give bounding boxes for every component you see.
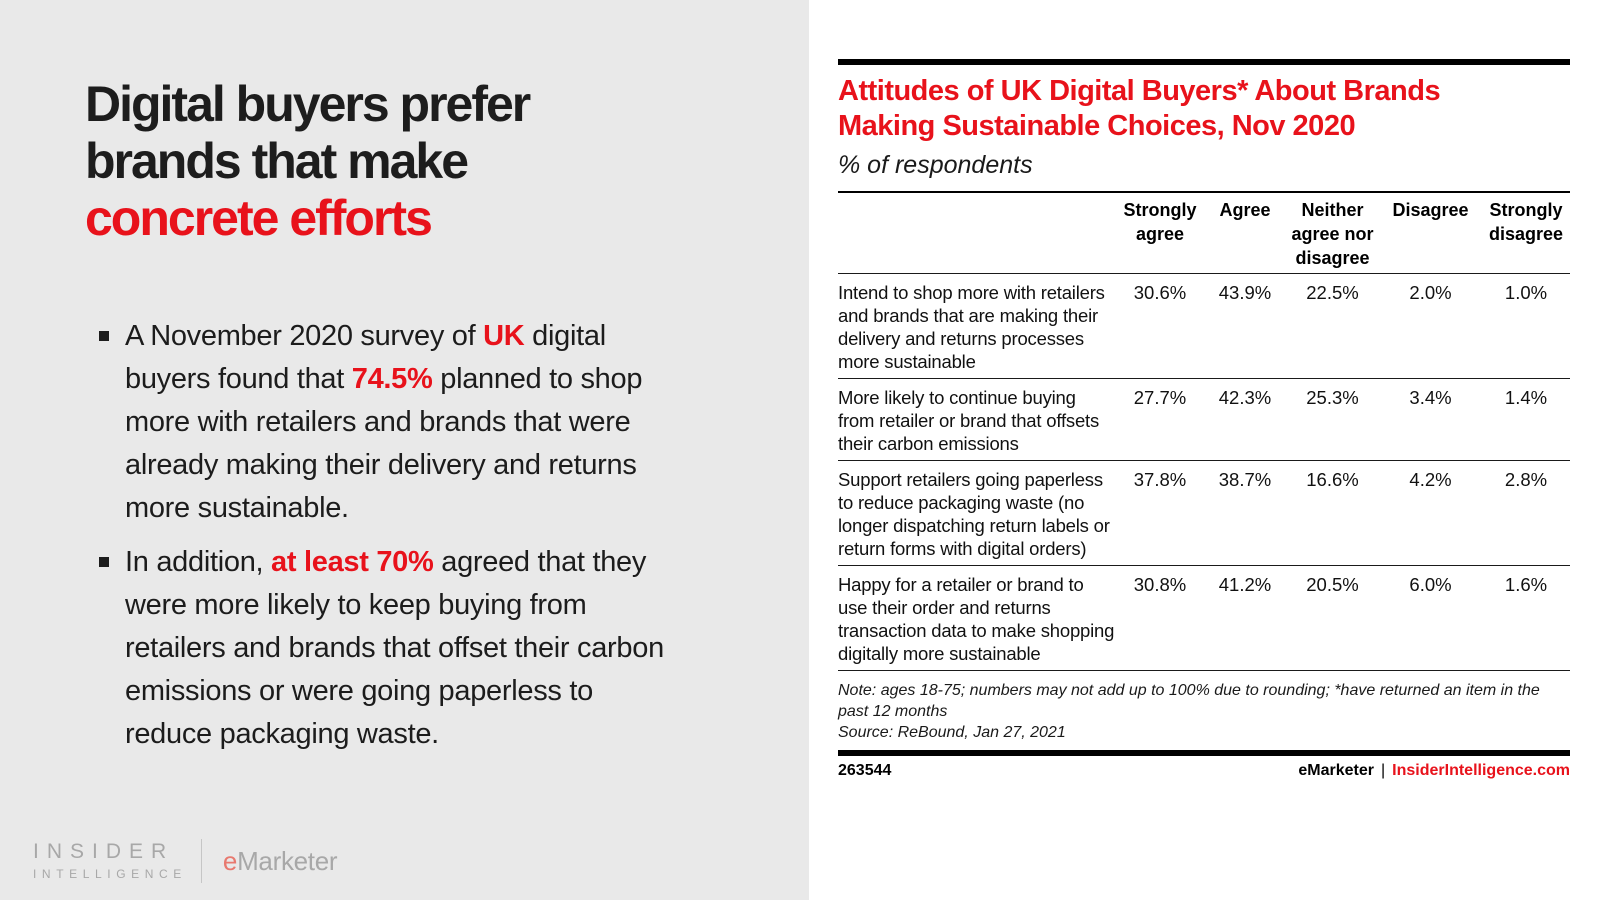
value-cell: 30.6% [1116, 273, 1204, 379]
value-cell: 25.3% [1286, 378, 1379, 461]
value-cell: 4.2% [1379, 460, 1482, 566]
header-disagree: Disagree [1392, 200, 1469, 220]
emarketer-chart: Attitudes of UK Digital Buyers* About Br… [838, 59, 1570, 780]
header-agree: Agree [1219, 200, 1271, 220]
insider-intelligence-logo: INSIDER INTELLIGENCE [33, 840, 187, 882]
value-cell: 3.4% [1379, 378, 1482, 461]
value-cell: 27.7% [1116, 378, 1204, 461]
value-cell: 38.7% [1204, 460, 1286, 566]
header-strongly-agree: Strongly agree [1123, 200, 1197, 244]
chart-subtitle: % of respondents [838, 151, 1570, 193]
bullet-text: In addition, at least 70% agreed that th… [125, 546, 664, 750]
chart-top-rule [838, 59, 1570, 65]
chart-title-line-2: Making Sustainable Choices, Nov 2020 [838, 110, 1356, 142]
value-cell: 1.6% [1482, 565, 1570, 671]
value-cell: 2.8% [1482, 460, 1570, 566]
bullet-item: A November 2020 survey of UK digital buy… [99, 315, 689, 530]
value-cell: 42.3% [1204, 378, 1286, 461]
value-cell: 2.0% [1379, 273, 1482, 379]
table-row: Happy for a retailer or brand to use the… [838, 565, 1570, 671]
row-label: Happy for a retailer or brand to use the… [838, 565, 1116, 671]
row-label: Intend to shop more with retailers and b… [838, 273, 1116, 379]
chart-title: Attitudes of UK Digital Buyers* About Br… [838, 74, 1570, 144]
slide-title-line-1: Digital buyers prefer [85, 76, 531, 132]
insider-intelligence-link[interactable]: InsiderIntelligence.com [1392, 762, 1570, 779]
slide-title-line-3-highlight: concrete efforts [85, 190, 433, 246]
table-row: Support retailers going paperless to red… [838, 460, 1570, 566]
bullet-list: A November 2020 survey of UK digital buy… [99, 315, 689, 767]
value-cell: 1.0% [1482, 273, 1570, 379]
value-cell: 6.0% [1379, 565, 1482, 671]
intelligence-logo-text: INTELLIGENCE [33, 867, 187, 881]
value-cell: 1.4% [1482, 378, 1570, 461]
bullet-item: In addition, at least 70% agreed that th… [99, 541, 689, 756]
table-header-row: Strongly agree Agree Neither agree nor d… [838, 193, 1570, 274]
value-cell: 22.5% [1286, 273, 1379, 379]
row-label: More likely to continue buying from reta… [838, 378, 1116, 461]
chart-footer-brand-block: eMarketer | InsiderIntelligence.com [1298, 762, 1570, 780]
chart-bottom-rule [838, 750, 1570, 756]
header-strongly-disagree: Strongly disagree [1488, 200, 1564, 244]
chart-note: Note: ages 18-75; numbers may not add up… [838, 682, 1540, 720]
chart-source: Source: ReBound, Jan 27, 2021 [838, 724, 1066, 741]
emarketer-logo: eMarketer [222, 845, 338, 877]
chart-right-panel: Attitudes of UK Digital Buyers* About Br… [809, 0, 1600, 900]
header-neither: Neither agree nor disagree [1291, 200, 1374, 268]
value-cell: 16.6% [1286, 460, 1379, 566]
insider-logo-text: INSIDER [33, 840, 175, 863]
value-cell: 20.5% [1286, 565, 1379, 671]
value-cell: 43.9% [1204, 273, 1286, 379]
square-bullet-icon [99, 557, 109, 567]
value-cell: 30.8% [1116, 565, 1204, 671]
value-cell: 41.2% [1204, 565, 1286, 671]
footer-separator: | [1381, 762, 1386, 779]
chart-footer: 263544 eMarketer | InsiderIntelligence.com [838, 762, 1570, 780]
slide-title: Digital buyers prefer brands that make c… [85, 76, 531, 247]
row-label: Support retailers going paperless to red… [838, 460, 1116, 566]
attitudes-table: Strongly agree Agree Neither agree nor d… [838, 193, 1570, 671]
logo-divider [200, 839, 202, 883]
bullet-text: A November 2020 survey of UK digital buy… [125, 320, 643, 524]
chart-title-line-1: Attitudes of UK Digital Buyers* About Br… [838, 75, 1441, 107]
value-cell: 37.8% [1116, 460, 1204, 566]
table-row: More likely to continue buying from reta… [838, 378, 1570, 461]
slide-title-line-2: brands that make [85, 133, 469, 189]
header-empty-cell [838, 193, 1116, 274]
table-row: Intend to shop more with retailers and b… [838, 273, 1570, 379]
brand-logo-row: INSIDER INTELLIGENCE eMarketer [33, 839, 338, 883]
square-bullet-icon [99, 331, 109, 341]
slide-left-panel: Digital buyers prefer brands that make c… [0, 0, 809, 900]
emarketer-logo-e: e [222, 845, 238, 876]
emarketer-logo-rest: Marketer [237, 845, 338, 876]
chart-id: 263544 [838, 762, 892, 779]
footer-emarketer-label: eMarketer [1298, 762, 1375, 779]
